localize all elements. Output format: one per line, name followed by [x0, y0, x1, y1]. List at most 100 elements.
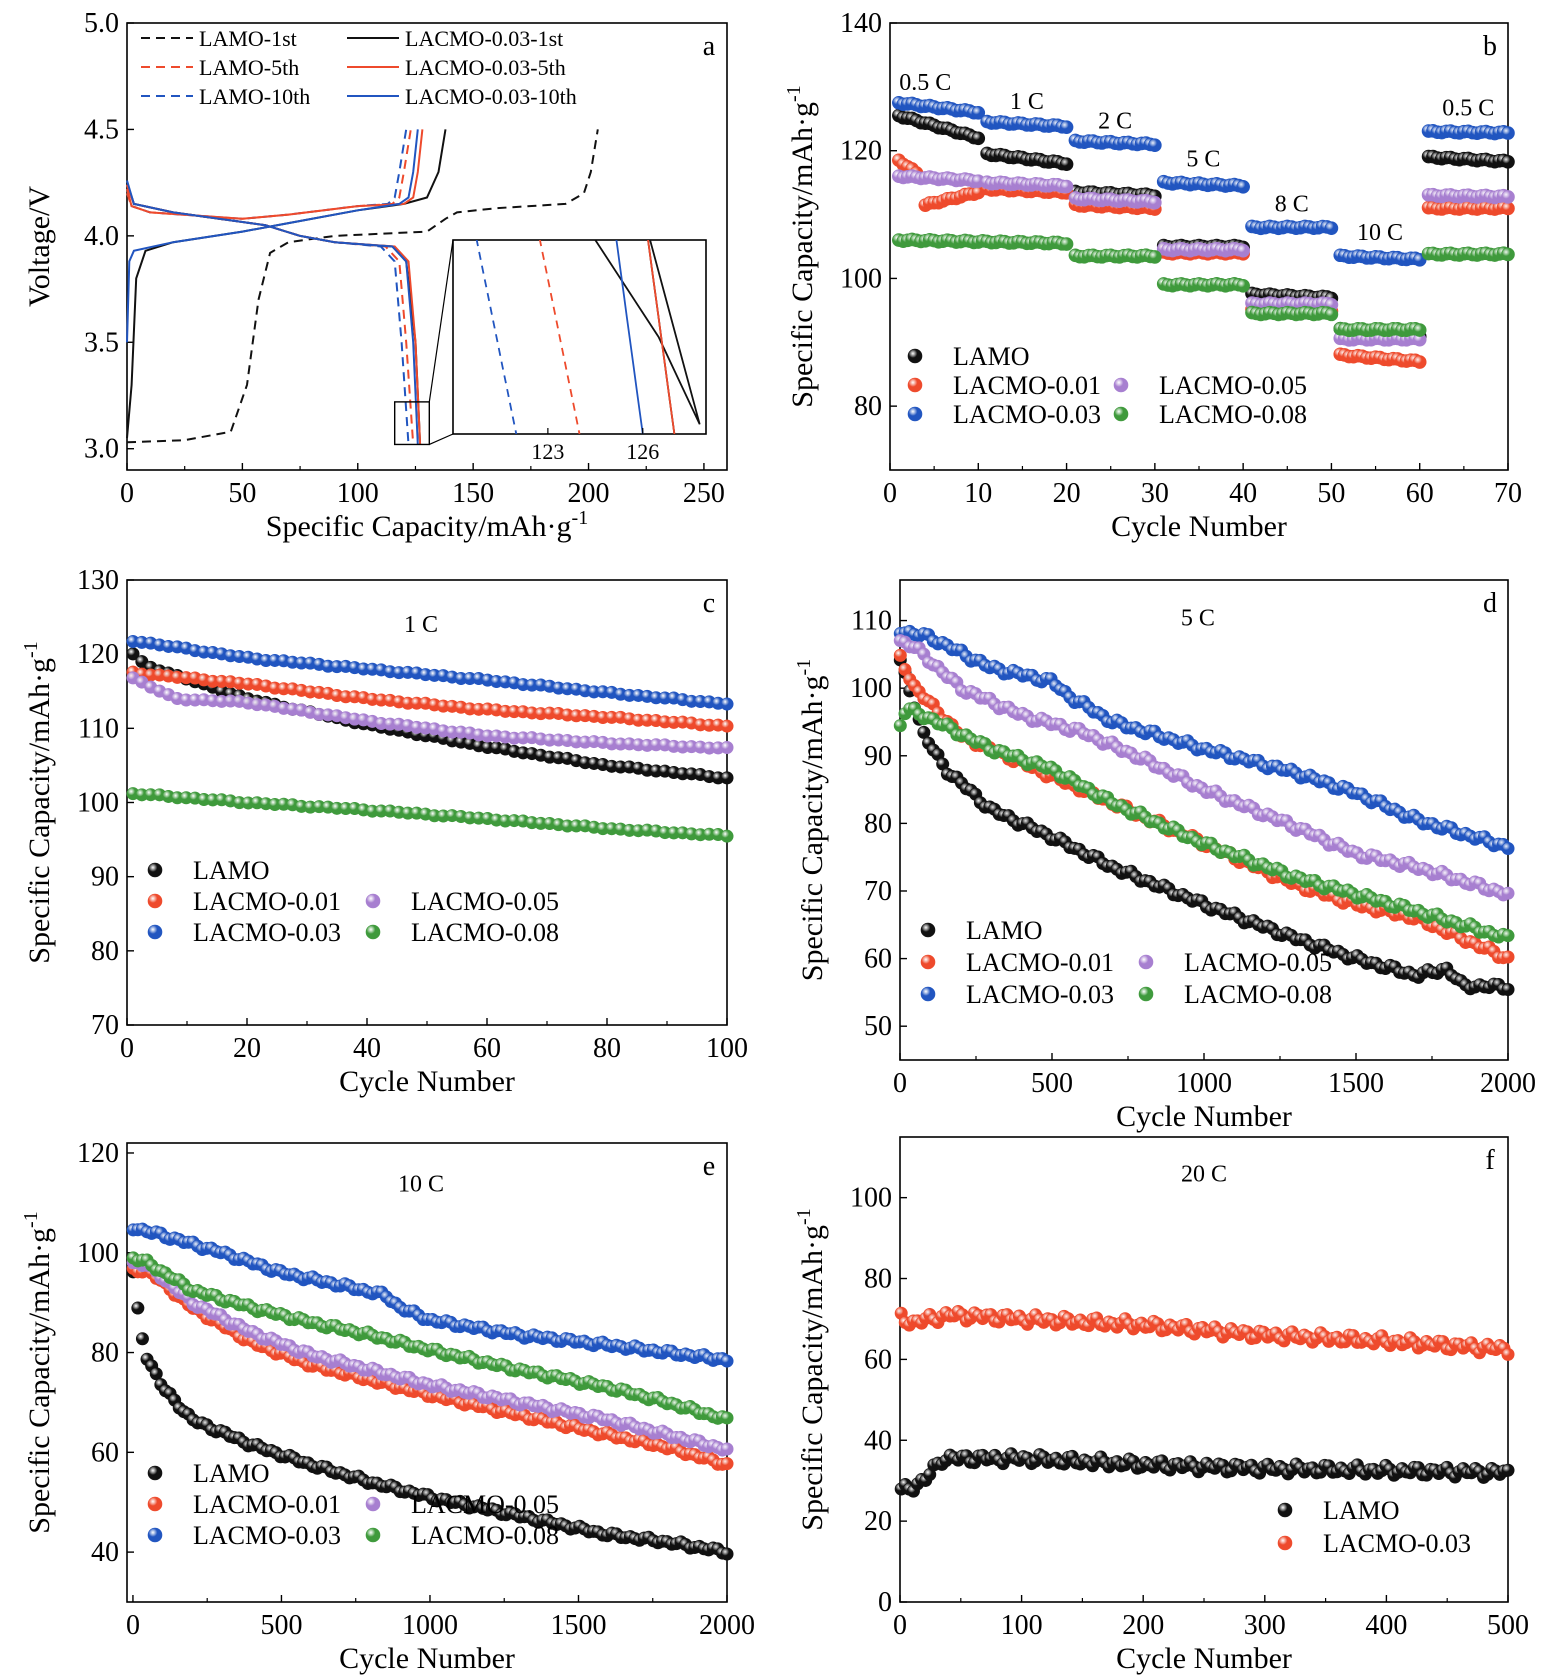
legend-marker-LAMO: [907, 348, 923, 364]
rate-label: 0.5 C: [1442, 96, 1494, 122]
legend-label-LAMO-10th: LAMO-10th: [199, 84, 310, 109]
point-LACMO-0.08: [1501, 247, 1515, 262]
x-tick-label: 100: [706, 1033, 748, 1064]
y-tick-label: 3.5: [84, 327, 119, 358]
panel-letter-a: a: [703, 31, 716, 62]
x-tick-label: 40: [353, 1033, 381, 1064]
legend-marker-LACMO-0.01: [920, 954, 936, 970]
x-tick-label: 0: [126, 1610, 140, 1641]
point-LACMO-0.08: [893, 719, 907, 733]
x-tick-label: 200: [568, 478, 610, 509]
point-LAMO: [971, 131, 986, 146]
x-tick-label: 500: [1487, 1610, 1529, 1641]
panel-f: 0 100 200 300 400 500 0 20 40 60 80 100 Cycle Number…: [793, 1136, 1529, 1675]
legend-label-LACMO-0.08: LACMO-0.08: [1159, 400, 1307, 429]
legend-label-LAMO: LAMO: [953, 342, 1030, 371]
legend-marker-LACMO-0.03: [147, 924, 163, 940]
legend-marker-LACMO-0.08: [1138, 986, 1154, 1002]
y-axis-label: Voltage/V: [23, 186, 56, 307]
legend-label-LAMO-5th: LAMO-5th: [199, 55, 299, 80]
legend-label-LACMO-0.08: LACMO-0.08: [411, 918, 559, 947]
x-tick-label: 40: [1229, 478, 1257, 509]
legend-marker-LACMO-0.03: [907, 406, 923, 422]
legend-marker-LACMO-0.08: [1113, 406, 1129, 422]
point-LACMO-0.03: [1236, 179, 1250, 194]
point-LACMO-0.01: [1501, 950, 1515, 964]
point-LACMO-0.08: [1324, 307, 1339, 322]
y-tick-label: 5.0: [84, 8, 119, 39]
legend-label-LAMO: LAMO: [193, 1459, 270, 1488]
x-tick-label: 50: [1317, 478, 1345, 509]
y-tick-label: 100: [850, 1183, 892, 1214]
rate-label: 10 C: [398, 1172, 444, 1198]
point-LACMO-0.03: [720, 697, 734, 711]
legend-marker-LACMO-0.01: [907, 377, 923, 393]
x-tick-label: 1500: [550, 1610, 606, 1641]
point-LAMO: [1059, 157, 1074, 171]
legend-label-LACMO-0.03: LACMO-0.03: [193, 1521, 341, 1550]
rate-label: 0.5 C: [899, 70, 951, 96]
panel-d: 0 500 1000 1500 2000 50 60 70 80 90 100 110 Cycle Nu…: [793, 579, 1536, 1133]
point-LACMO-0.08: [720, 1411, 734, 1425]
legend-label-LACMO-0.01: LACMO-0.01: [193, 887, 341, 916]
legend-label-LAMO: LAMO: [1323, 1496, 1400, 1525]
x-tick-label: 200: [1122, 1610, 1164, 1641]
rate-label: 10 C: [1357, 220, 1403, 246]
y-tick-label: 140: [840, 8, 882, 39]
legend-marker-LACMO-0.01: [147, 1496, 163, 1512]
point-LACMO-0.05: [720, 741, 734, 755]
y-axis-label: Specific Capacity/mAh·g-1: [20, 1211, 56, 1533]
point-LACMO-0.03: [971, 105, 986, 120]
y-tick-label: 20: [864, 1506, 892, 1537]
panel-letter-f: f: [1485, 1145, 1495, 1176]
x-tick-label: 50: [228, 478, 256, 509]
point-LACMO-0.05: [1236, 243, 1250, 258]
point-LACMO-0.05: [720, 1442, 734, 1456]
y-tick-label: 80: [91, 1338, 119, 1369]
x-tick-label: 0: [883, 478, 897, 509]
inset-curve-LAMO-10th: [475, 240, 518, 434]
curve-LACMO-0.03-10th-charge: [126, 129, 419, 343]
legend-marker-LACMO-0.05: [1138, 954, 1154, 970]
legend-label-LAMO: LAMO: [966, 916, 1043, 945]
legend-marker-LACMO-0.08: [365, 924, 381, 940]
inset-curve-LAMO-5th: [539, 240, 581, 434]
legend-marker-LACMO-0.05: [365, 893, 381, 909]
panel-letter-e: e: [703, 1151, 715, 1182]
point-LACMO-0.05: [1501, 190, 1515, 204]
point-LACMO-0.05: [1059, 179, 1074, 194]
point-LAMO: [135, 1332, 149, 1346]
x-tick-label: 20: [233, 1033, 261, 1064]
point-LACMO-0.03: [1059, 120, 1074, 134]
point-LACMO-0.03: [1148, 138, 1162, 153]
point-LAMO: [131, 1301, 145, 1315]
y-axis-label: Specific Capacity/mAh·g-1: [20, 641, 56, 963]
x-tick-label: 60: [473, 1033, 501, 1064]
y-tick-label: 70: [864, 876, 892, 907]
point-LACMO-0.08: [720, 829, 734, 843]
y-tick-label: 80: [864, 1264, 892, 1295]
legend-label-LACMO-0.05: LACMO-0.05: [1184, 948, 1332, 977]
y-axis-label: Specific Capacity/mAh·g-1: [793, 659, 829, 981]
point-LACMO-0.03: [1501, 1347, 1515, 1361]
point-LACMO-0.03: [1501, 126, 1515, 140]
rate-label: 5 C: [1181, 606, 1215, 632]
point-LACMO-0.05: [1501, 886, 1515, 900]
x-tick-label: 100: [337, 478, 379, 509]
rate-label: 8 C: [1275, 191, 1309, 217]
inset-curves: [475, 240, 701, 434]
y-tick-label: 80: [91, 936, 119, 967]
y-tick-label: 90: [864, 741, 892, 772]
x-tick-label: 10: [964, 478, 992, 509]
y-tick-label: 4.0: [84, 221, 119, 252]
legend-marker-LACMO-0.05: [365, 1496, 381, 1512]
zoom-connector-top: [428, 239, 454, 402]
x-tick-label: 100: [1001, 1610, 1043, 1641]
y-tick-label: 80: [854, 391, 882, 422]
inset-tick-label: 123: [531, 439, 564, 464]
curve-LACMO-0.03-10th-discharge: [126, 180, 419, 445]
point-LAMO: [1501, 154, 1515, 169]
y-tick-label: 40: [91, 1537, 119, 1568]
legend-marker-LAMO: [147, 1465, 163, 1481]
